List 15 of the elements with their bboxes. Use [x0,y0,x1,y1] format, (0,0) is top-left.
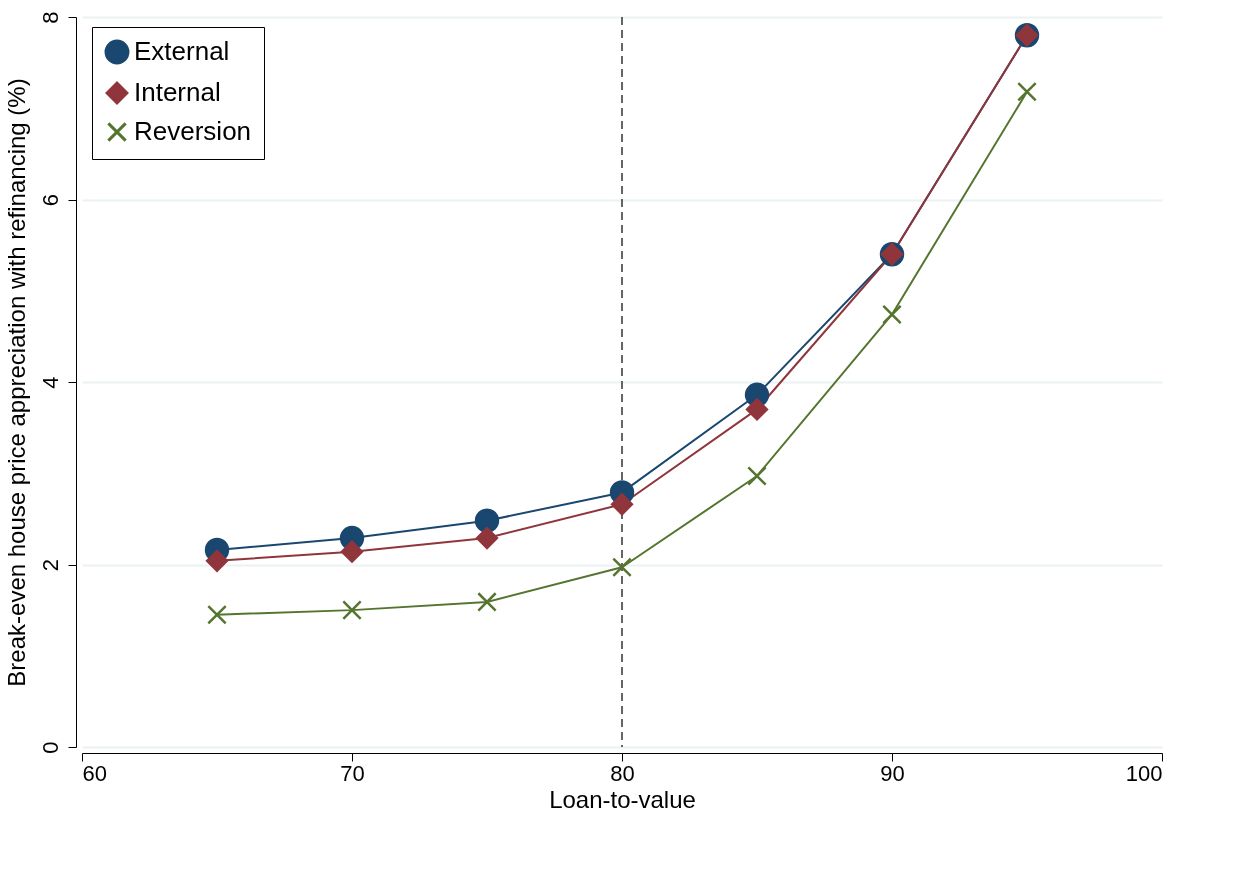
x-axis-title: Loan-to-value [549,785,696,813]
y-tick-label: 8 [37,11,63,24]
x-tick-label: 80 [610,760,635,786]
legend-label: Reversion [134,116,252,146]
legend-label: Internal [134,77,221,107]
legend-label: External [134,36,230,66]
y-tick-label: 0 [37,741,63,754]
x-tick-label: 100 [1125,760,1163,786]
y-axis-title: Break-even house price appreciation with refinancing (%) [2,78,30,687]
y-tick-label: 4 [37,376,63,389]
y-tick-label: 6 [37,193,63,207]
x-tick-label: 90 [880,760,905,786]
x-tick-label: 70 [340,760,365,786]
x-tick-label: 60 [82,760,107,786]
y-tick-label: 2 [37,558,63,572]
